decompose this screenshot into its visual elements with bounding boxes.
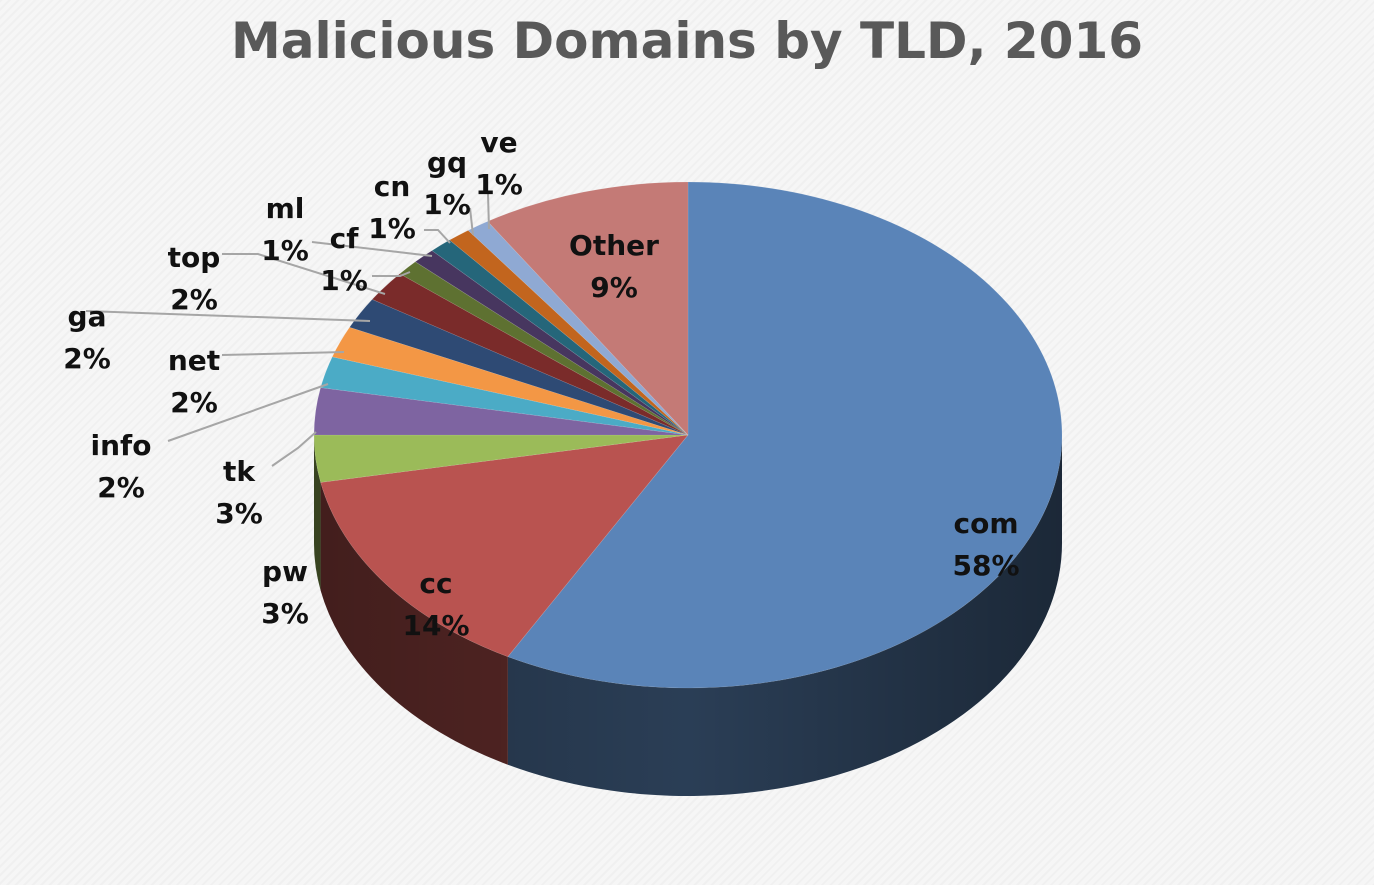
- slice-percent-label: 1%: [261, 234, 309, 267]
- leader-line-net: [221, 351, 345, 356]
- slice-name-label: net: [168, 344, 220, 377]
- pie-slice-ga: [349, 299, 689, 436]
- leader-line-gq: [469, 207, 474, 236]
- slice-percent-label: 2%: [170, 386, 218, 419]
- slice-name-label: top: [168, 241, 221, 274]
- slice-percent-label: 3%: [261, 597, 309, 630]
- leader-line-cn: [424, 229, 451, 244]
- pie-slice-ve: [467, 221, 689, 436]
- slice-labels: com 58% cc 14% pw 3% tk 3% info 2% net 2% ga 2% top 2% c…: [63, 126, 1019, 642]
- pie-slices: [313, 181, 1063, 689]
- slice-name-label: ga: [68, 300, 107, 333]
- slice-name-label: Other: [569, 229, 659, 262]
- slice-percent-label: 9%: [590, 271, 638, 304]
- slice-percent-label: 2%: [170, 283, 218, 316]
- pie-slice-cc: [320, 434, 689, 658]
- leader-line-cf: [372, 271, 411, 277]
- pie-slice-cn: [431, 239, 689, 436]
- slice-percent-label: 2%: [97, 471, 145, 504]
- slice-name-label: cc: [419, 567, 452, 600]
- pie-slice-other: [487, 181, 689, 436]
- slice-percent-label: 1%: [423, 188, 471, 221]
- slice-percent-label: 2%: [63, 342, 111, 375]
- pie-depth: [314, 435, 1063, 796]
- slice-name-label: cf: [330, 222, 360, 255]
- pie-slice-com: [507, 181, 1063, 689]
- slice-percent-label: 58%: [952, 549, 1019, 582]
- slice-percent-label: 1%: [368, 212, 416, 245]
- slice-percent-label: 1%: [320, 264, 368, 297]
- leader-line-ve: [487, 193, 490, 230]
- leader-line-ga: [85, 310, 371, 322]
- pie-slice-net: [331, 326, 689, 436]
- slice-name-label: tk: [223, 455, 256, 488]
- slice-name-label: cn: [374, 170, 411, 203]
- slice-name-label: gq: [427, 146, 467, 179]
- leader-line-tk: [271, 431, 317, 467]
- chart-title: Malicious Domains by TLD, 2016: [230, 12, 1144, 70]
- slice-name-label: ml: [266, 192, 305, 225]
- slice-name-label: ve: [480, 126, 517, 159]
- pie-slice-ml: [414, 250, 689, 436]
- pie-slice-gq: [449, 229, 689, 436]
- leader-line-ml: [311, 241, 433, 257]
- pie-slice-top: [371, 273, 689, 436]
- leader-line-info: [167, 383, 329, 442]
- leader-line-top: [222, 253, 386, 295]
- pie-slice-cf: [399, 261, 689, 436]
- side-shading: [314, 435, 1062, 796]
- slice-percent-label: 1%: [475, 168, 523, 201]
- slice-percent-label: 14%: [402, 609, 469, 642]
- slice-name-label: info: [91, 429, 152, 462]
- slice-name-label: com: [953, 507, 1018, 540]
- leader-lines: [85, 193, 490, 467]
- slice-percent-label: 3%: [215, 497, 263, 530]
- slice-name-label: pw: [262, 555, 308, 588]
